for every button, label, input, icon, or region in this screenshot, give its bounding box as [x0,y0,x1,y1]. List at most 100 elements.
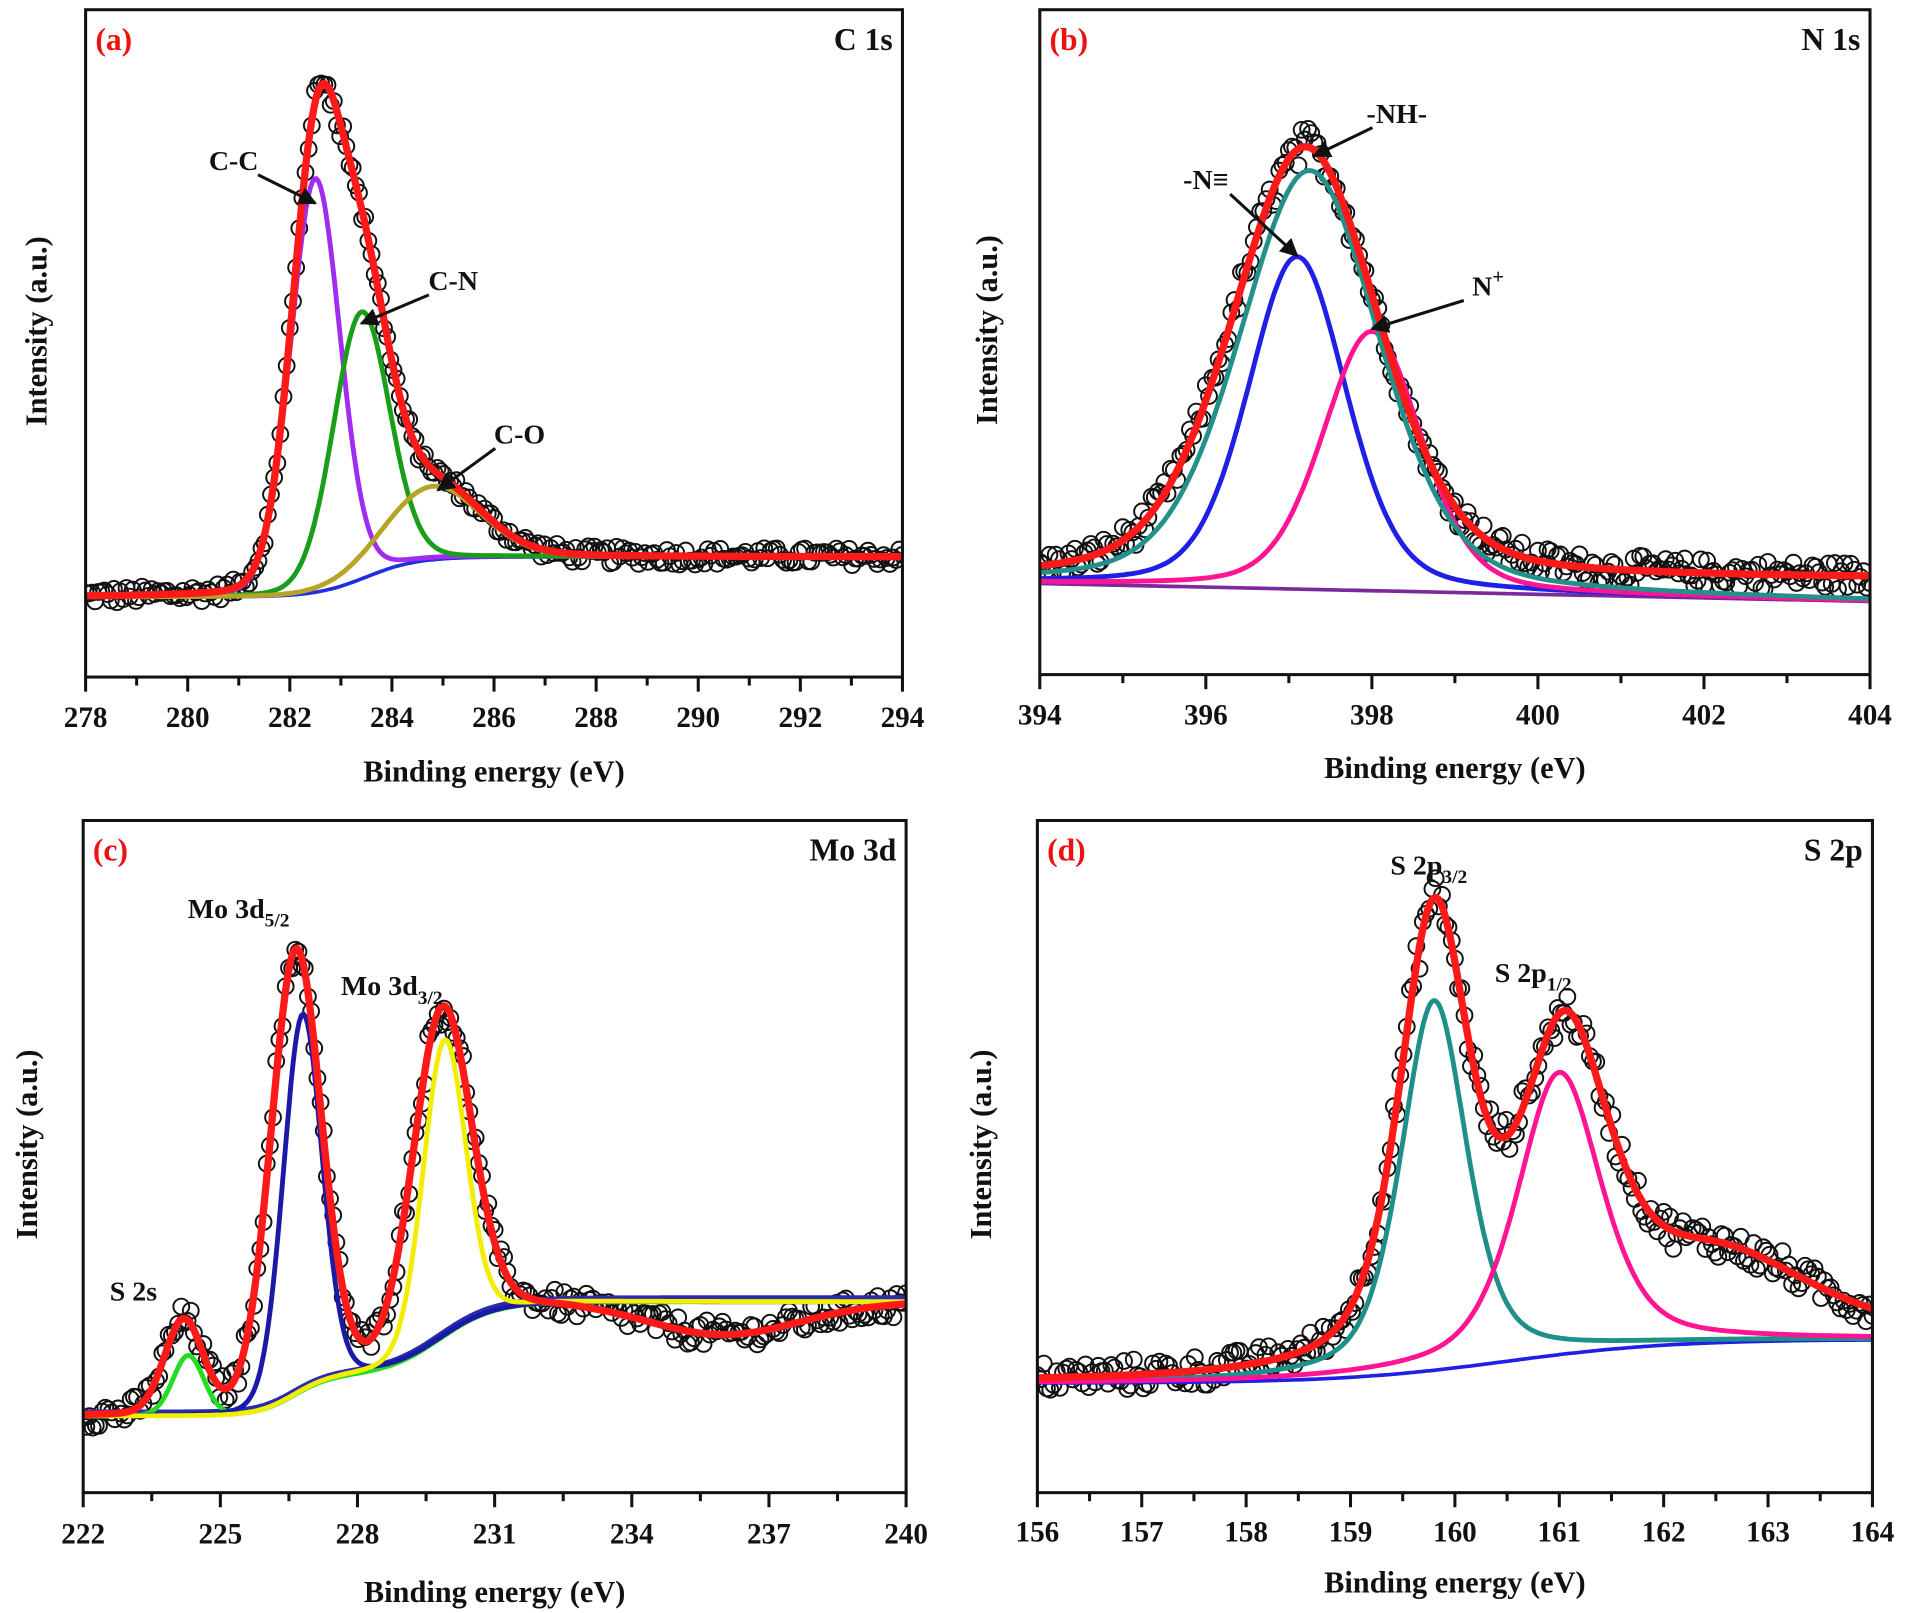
data-point [1037,1354,1053,1373]
data-point [1493,527,1512,545]
annotation-text: -N≡ [1183,165,1228,196]
data-point [1259,1337,1278,1356]
plot-area [1039,119,1871,604]
data-point [1570,545,1589,564]
x-tick-label: 159 [1329,1516,1373,1548]
annotation-text: Mo 3d [341,971,418,1002]
annotation-subscript: 1/2 [1547,974,1572,995]
plot-area [85,74,903,612]
component-s-2p1-2 [1037,1069,1873,1385]
x-axis-label: Binding energy (eV) [1324,1565,1586,1599]
x-tick-label: 400 [1516,699,1560,731]
data-point [412,447,431,466]
peak-annotation: S 2s [110,1276,157,1307]
y-axis-label: Intensity (a.u.) [10,1049,44,1239]
envelope-fit-line [85,79,903,600]
annotation-arrow [1229,192,1299,257]
panel-c: 222 225 228 231 234 237 240 Binding energy (eV)… [10,818,928,1609]
x-tick-label: 158 [1224,1516,1268,1548]
x-tick-label: 278 [64,702,108,734]
annotation-superscript: + [1492,266,1504,288]
annotation-text: C-O [494,419,545,450]
x-tick-label: 234 [610,1519,654,1551]
x-tick-label: 231 [473,1519,517,1551]
data-point [1835,554,1854,573]
annotation-subscript: 3/2 [1442,867,1467,888]
panel-label: (b) [1050,22,1089,57]
envelope-fit-line [83,944,907,1419]
data-point [83,1418,96,1436]
x-tick-label: 156 [1016,1516,1060,1548]
component-s-2p3-2 [1037,997,1873,1384]
annotation-text: Mo 3d [188,894,265,925]
data-point [1124,1350,1143,1369]
peak-annotation: Mo 3d5/2 [188,894,290,932]
data-point [884,1308,903,1327]
data-points [83,940,907,1437]
data-point [1656,550,1675,569]
annotation-text: N [1472,272,1492,303]
data-point [1224,1343,1243,1362]
panel-label: (c) [93,833,128,868]
y-axis-label: Intensity (a.u.) [970,235,1004,425]
panel-label: (d) [1047,833,1086,868]
x-tick-label: 161 [1537,1516,1581,1548]
data-point [1500,1140,1519,1158]
y-axis-label: Intensity (a.u.) [964,1049,998,1239]
data-point [1784,553,1803,572]
x-tick-label: 396 [1184,699,1228,731]
peak-annotation: Mo 3d3/2 [341,971,443,1009]
annotation-arrow [359,293,430,326]
peak-annotation: S 2p3/2 [1390,850,1467,888]
component-nh [1039,168,1871,602]
annotation-text: S 2p [1390,850,1442,881]
x-tick-label: 237 [747,1519,791,1551]
data-point [1340,1300,1358,1319]
plot-area [83,940,907,1437]
data-point [1747,1260,1766,1278]
x-tick-label: 282 [268,702,312,734]
y-axis-label: Intensity (a.u.) [20,236,54,426]
data-point [1691,550,1710,569]
data-point [1185,1348,1204,1367]
x-tick-label: 228 [336,1519,380,1551]
annotation-subscript: 5/2 [265,910,290,931]
data-point [1513,533,1531,552]
data-point [1314,1317,1333,1336]
data-point [1709,1247,1728,1266]
panel-d: 156 157 158 159 160 161 162 163 164 Binding energ… [964,818,1895,1599]
peak-annotation: -N≡ [1183,165,1228,196]
data-point [897,1284,907,1303]
peak-annotation: C-N [428,266,478,297]
annotation-text: S 2p [1495,958,1547,989]
data-point [1115,1352,1133,1370]
x-tick-label: 402 [1682,699,1726,731]
data-point [1805,1259,1824,1278]
panel-title: S 2p [1804,833,1863,868]
panel-a: 278 280 282 284 286 288 290 292 294 Binding energ… [20,8,925,789]
data-point [1558,987,1577,1006]
x-tick-label: 240 [884,1519,928,1551]
x-tick-label: 284 [370,702,414,734]
x-tick-label: 294 [881,702,925,734]
envelope-fit-line [1039,143,1871,580]
peak-annotation: C-C [209,146,259,177]
x-tick-label: 288 [574,702,618,734]
annotation-text: -NH- [1367,99,1428,130]
annotation-arrow [257,173,317,205]
x-tick-label: 225 [198,1519,242,1551]
data-points [85,74,903,612]
data-point [818,543,836,562]
x-tick-label: 157 [1120,1516,1164,1548]
envelope-fit-line [1037,894,1873,1382]
plot-frame [84,8,904,679]
x-tick-label: 394 [1018,699,1062,731]
x-tick-label: 164 [1851,1516,1895,1548]
x-tick-label: 222 [61,1519,105,1551]
x-tick-label: 163 [1746,1516,1790,1548]
plot-area [1037,869,1873,1399]
panel-label: (a) [95,22,132,57]
data-point [1139,508,1158,527]
data-point [1857,1312,1873,1331]
